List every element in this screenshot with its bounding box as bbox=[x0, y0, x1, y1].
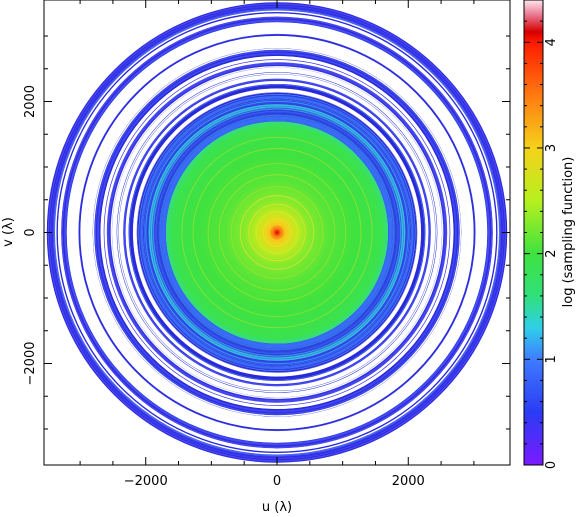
x-tick-label: −2000 bbox=[124, 474, 168, 489]
uv-ring bbox=[93, 49, 461, 416]
uv-ring bbox=[79, 35, 475, 430]
y-axis-label: v (λ) bbox=[1, 217, 16, 247]
uv-ring bbox=[103, 59, 451, 406]
uv-ring bbox=[107, 62, 447, 403]
uv-ring bbox=[137, 92, 417, 373]
x-tick-label: 0 bbox=[273, 474, 281, 489]
uv-ring bbox=[63, 18, 491, 447]
uv-ring bbox=[78, 33, 476, 432]
x-tick-label: 2000 bbox=[392, 474, 425, 489]
y-axis-ticks: −2000 0 2000 bbox=[23, 35, 510, 430]
y-tick-label: −2000 bbox=[23, 341, 38, 385]
uv-ring bbox=[97, 53, 457, 412]
uv-ring bbox=[78, 34, 476, 431]
uv-ring bbox=[57, 12, 497, 453]
uv-ring bbox=[64, 20, 490, 445]
uv-ring bbox=[99, 55, 455, 410]
uv-ring bbox=[92, 47, 462, 418]
uv-ring bbox=[95, 50, 459, 415]
uv-ring bbox=[129, 85, 425, 380]
x-axis-label: u (λ) bbox=[262, 500, 292, 515]
uv-ring bbox=[108, 63, 446, 402]
uv-ring bbox=[66, 21, 488, 444]
uv-ring bbox=[108, 64, 446, 401]
uv-ring bbox=[124, 79, 430, 386]
colorbar-tick-label: 3 bbox=[544, 144, 559, 152]
uv-ring bbox=[61, 17, 493, 448]
y-tick-label: 2000 bbox=[23, 85, 38, 118]
plot-area: −2000 0 2000 −2000 0 2000 u (λ) v (λ) bbox=[1, 0, 511, 515]
uv-ring bbox=[64, 19, 490, 446]
uv-ring bbox=[52, 7, 502, 458]
colorbar: 0 1 2 3 4 log (sampling function) bbox=[523, 0, 576, 469]
uv-ring bbox=[64, 20, 490, 445]
colorbar-tick-label: 2 bbox=[544, 249, 559, 257]
uv-ring bbox=[98, 54, 456, 411]
x-axis-ticks: −2000 0 2000 bbox=[79, 0, 475, 489]
uv-ring bbox=[130, 86, 424, 379]
colorbar-tick-label: 1 bbox=[544, 355, 559, 363]
uv-coverage-disk bbox=[46, 2, 508, 463]
uv-ring bbox=[54, 9, 500, 456]
uv-ring bbox=[124, 80, 430, 385]
uv-ring bbox=[57, 13, 497, 452]
uv-ring bbox=[109, 64, 445, 401]
colorbar-label: log (sampling function) bbox=[561, 157, 576, 308]
uv-ring bbox=[131, 86, 423, 379]
uv-ring bbox=[128, 83, 426, 382]
uv-ring bbox=[52, 8, 502, 457]
colorbar-ticks: 0 1 2 3 4 bbox=[524, 20, 559, 469]
uv-ring bbox=[123, 78, 431, 387]
colorbar-tick-label: 0 bbox=[544, 461, 559, 469]
colorbar-fill bbox=[524, 0, 543, 465]
uv-track-rings bbox=[46, 2, 508, 463]
y-tick-label: 0 bbox=[23, 228, 38, 236]
colorbar-tick-label: 4 bbox=[544, 38, 559, 46]
uv-ring bbox=[98, 53, 456, 412]
